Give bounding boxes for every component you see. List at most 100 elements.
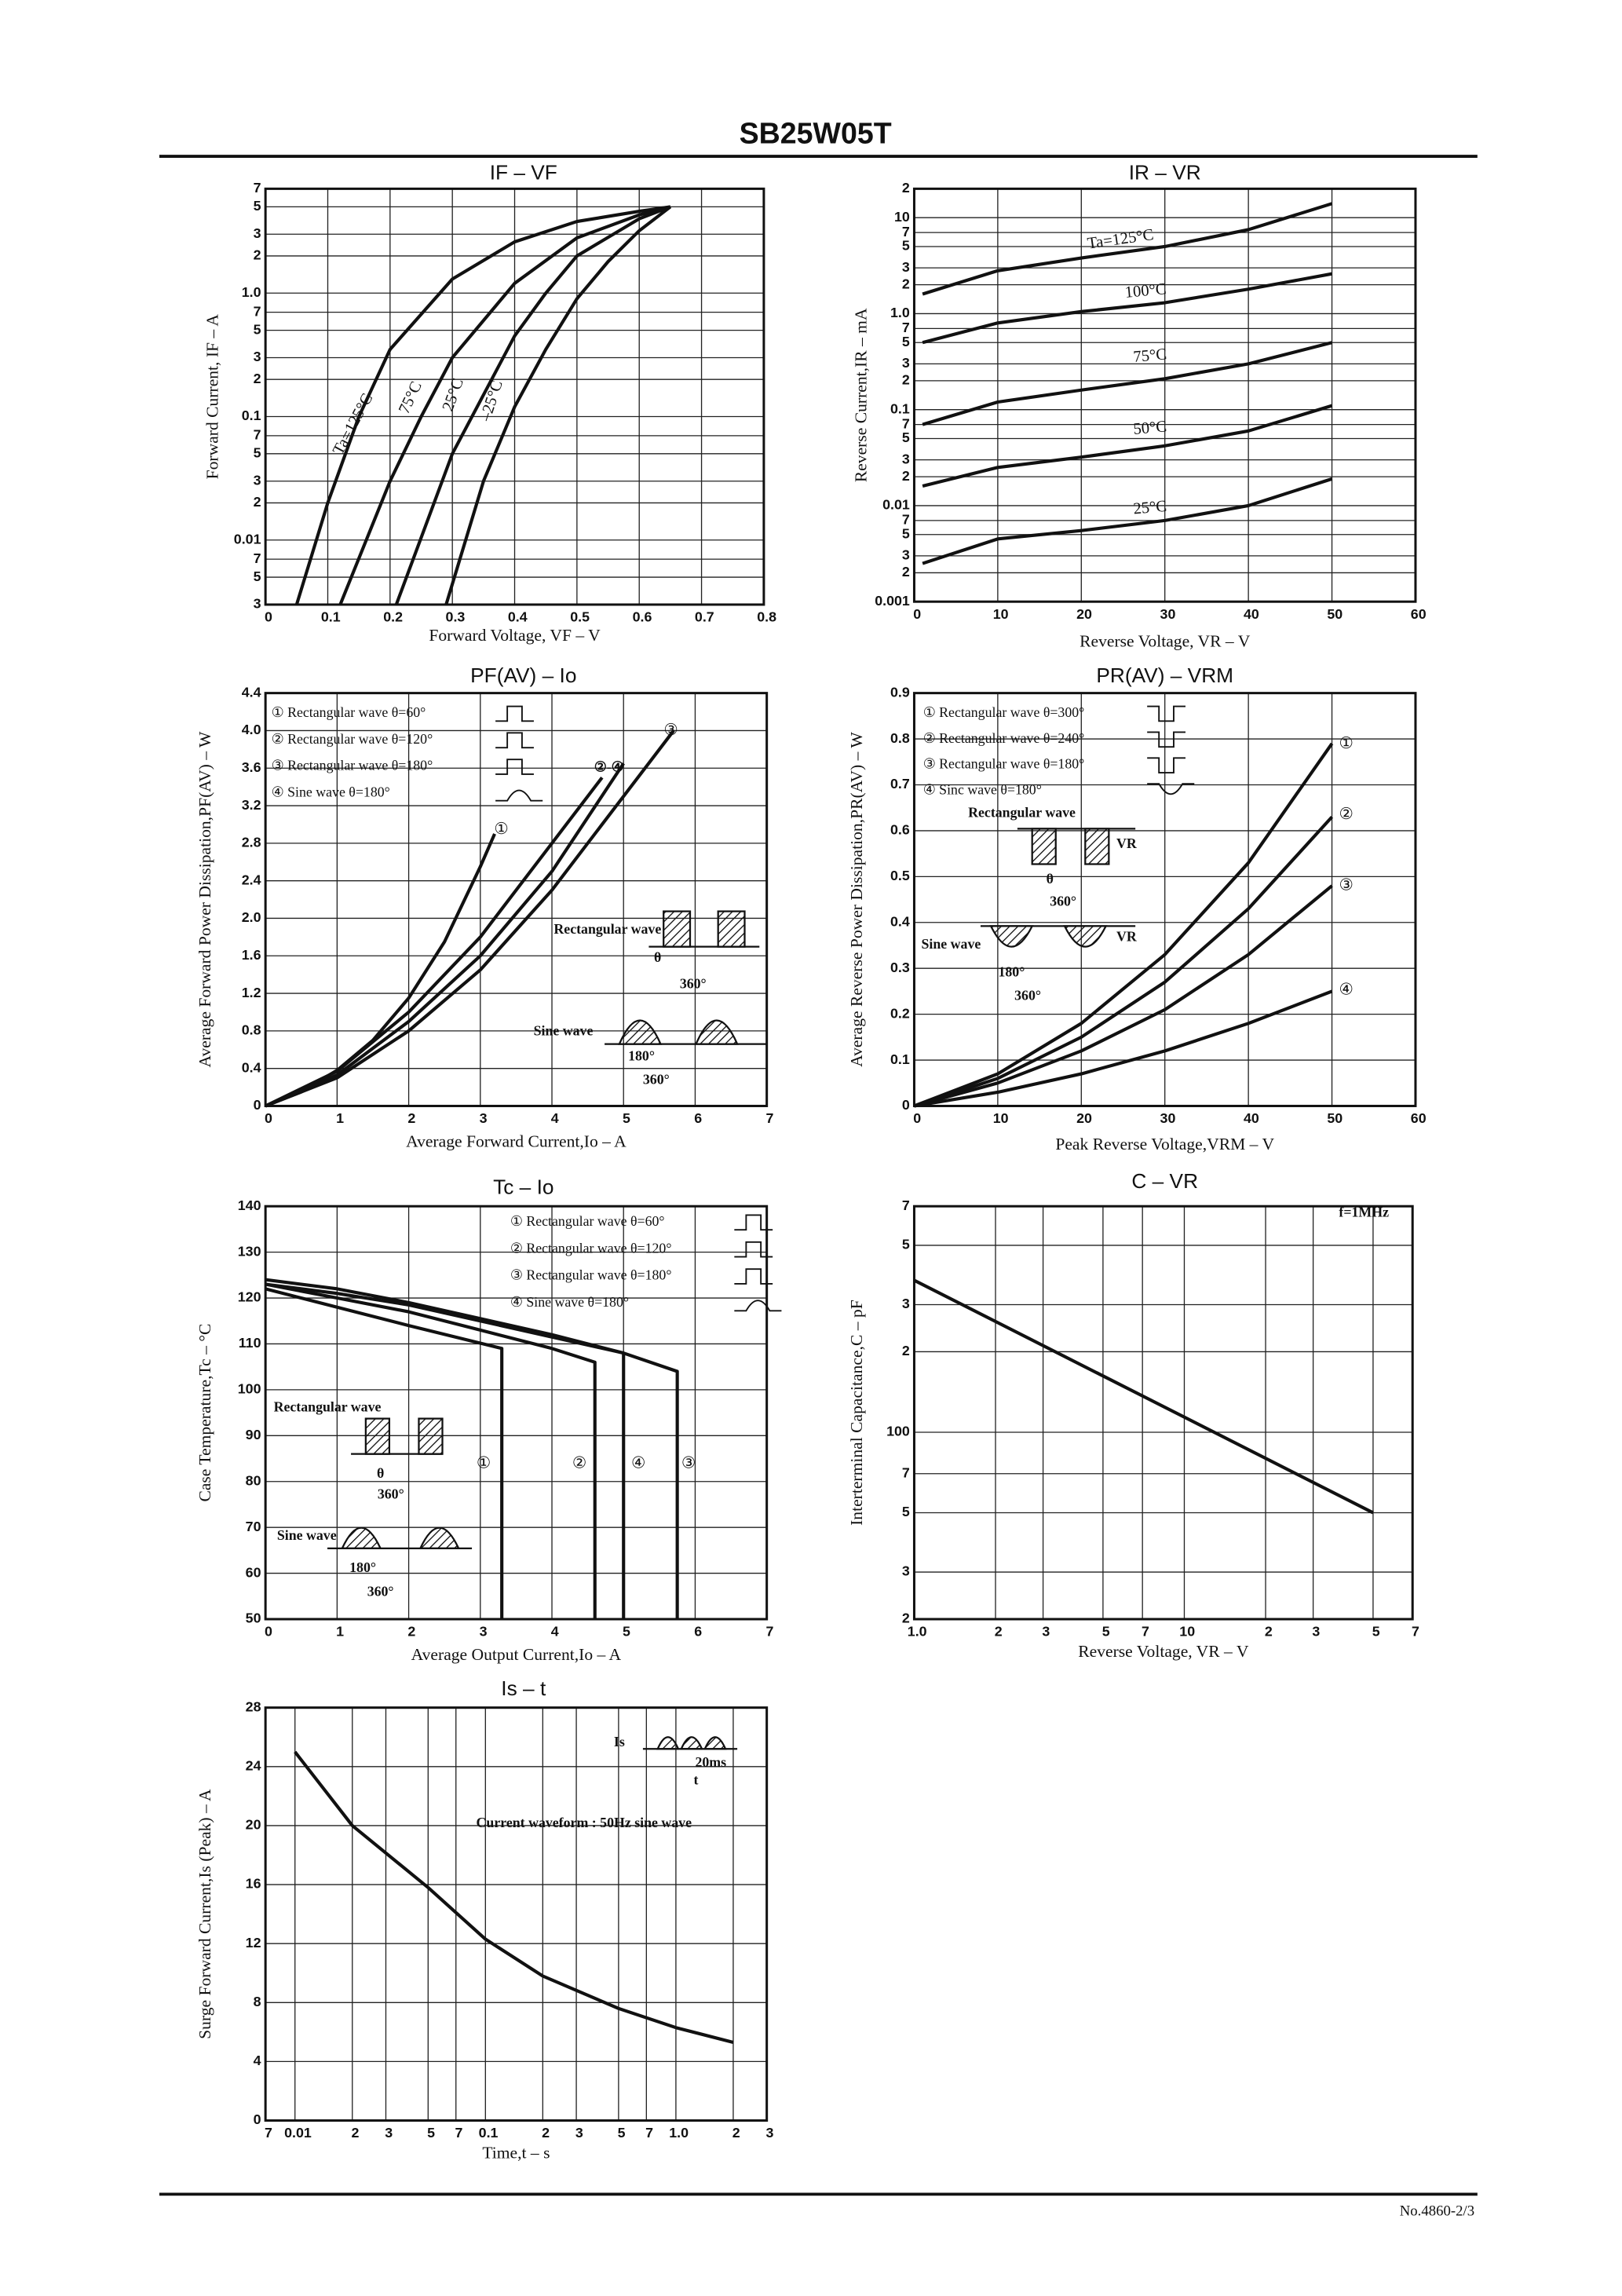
y-tick-label: 2 (254, 247, 261, 263)
page-title: SB25W05T (740, 117, 892, 150)
plot-area (914, 1206, 1413, 1620)
y-tick-label: 3 (254, 596, 261, 612)
x-tick-label: 5 (427, 2125, 435, 2141)
y-tick-label: 20 (246, 1817, 261, 1833)
curve (265, 729, 675, 1108)
y-tick-label: 2 (902, 564, 910, 579)
annotation: Rectangular wave (553, 921, 661, 937)
y-tick-label: 4.0 (242, 722, 261, 737)
plot-frame (264, 1205, 769, 1621)
y-tick-label: 1.0 (890, 305, 910, 320)
curve-label: ④ (631, 1455, 646, 1472)
curve-label: ③ (1339, 876, 1353, 894)
curve-name: 100°C (1124, 280, 1167, 302)
y-tick-label: 24 (246, 1758, 261, 1774)
x-tick-label: 3 (765, 2125, 773, 2141)
annotation: VR (1116, 835, 1138, 851)
annotation: Sine wave (922, 936, 981, 952)
y-tick-label: 3 (254, 349, 261, 364)
x-tick-label: 10 (993, 606, 1009, 622)
y-tick-label: 100 (238, 1381, 261, 1397)
x-axis-label: Reverse Voltage, VR – V (1078, 1642, 1249, 1661)
x-tick-label: 2 (732, 2125, 740, 2141)
waveform-hump (618, 1019, 663, 1045)
waveform-hump (1063, 925, 1108, 948)
x-tick-label: 5 (618, 2125, 626, 2141)
curve-label: ③ (681, 1455, 696, 1472)
curve-label: ② (572, 1455, 587, 1472)
legend-entry: ③ Rectangular wave θ=180° (923, 756, 1085, 772)
y-tick-label: 0.7 (890, 776, 910, 792)
y-tick-label: 7 (902, 512, 910, 528)
page-number: No.4860-2/3 (1400, 2203, 1474, 2219)
legend-entry: ① Rectangular wave θ=60° (272, 704, 426, 720)
y-tick-label: 2 (254, 494, 261, 510)
curve (265, 1282, 626, 1620)
x-axis-label: Average Output Current,Io – A (411, 1645, 622, 1664)
x-tick-label: 1 (336, 1624, 344, 1640)
legend-wave-icon (734, 1214, 773, 1231)
y-tick-label: 50 (246, 1610, 261, 1626)
curve (394, 205, 671, 605)
y-tick-label: 2 (902, 276, 910, 291)
curve (913, 816, 1334, 1108)
curve (265, 1287, 504, 1620)
legend-entry: ② Rectangular wave θ=120° (510, 1240, 672, 1256)
annotation: VR (1116, 928, 1138, 944)
legend-entry: ③ Rectangular wave θ=180° (272, 758, 433, 773)
x-tick-label: 0 (265, 609, 272, 625)
x-tick-label: 20 (1076, 606, 1092, 622)
y-tick-label: 7 (254, 427, 261, 443)
curve (913, 742, 1334, 1108)
legend-wave-icon (495, 759, 534, 775)
y-tick-label: 4 (254, 2053, 261, 2068)
curve-name: 25°C (1133, 498, 1167, 518)
legend-entry: ④ Sine wave θ=180° (510, 1294, 629, 1310)
y-tick-label: 7 (254, 180, 261, 196)
legend-entry: ② Rectangular wave θ=120° (272, 731, 433, 747)
y-tick-label: 3 (902, 1296, 910, 1311)
y-tick-label: 2 (902, 1343, 910, 1358)
legend-entry: ① Rectangular wave θ=60° (510, 1213, 665, 1229)
y-tick-label: 28 (246, 1698, 261, 1714)
annotation: 180° (998, 964, 1025, 980)
x-tick-label: 0.3 (446, 609, 466, 625)
legend-entry: ③ Rectangular wave θ=180° (510, 1267, 672, 1283)
y-axis-label: Reverse Current,IR – mA (852, 308, 871, 482)
x-tick-label: 2 (407, 1110, 415, 1126)
y-tick-label: 7 (902, 415, 910, 431)
x-tick-label: 7 (765, 1110, 773, 1126)
y-tick-label: 0 (902, 1097, 910, 1113)
curve (294, 205, 671, 605)
y-tick-label: 120 (238, 1289, 261, 1305)
chart-title: PR(AV) – VRM (1096, 664, 1233, 687)
y-tick-label: 5 (902, 238, 910, 254)
plot-frame (912, 187, 1417, 603)
plot-frame (264, 1706, 769, 2122)
x-tick-label: 3 (480, 1624, 488, 1640)
y-tick-label: 16 (246, 1876, 261, 1892)
annotation: ②-④ (594, 759, 624, 775)
waveform-hump (694, 1019, 739, 1045)
curve-label: ① (1339, 735, 1353, 752)
x-tick-label: 3 (385, 2125, 393, 2141)
y-tick-label: 2 (254, 371, 261, 386)
x-axis-label: Forward Voltage, VF – V (429, 626, 601, 645)
curve (913, 1278, 1374, 1515)
plot-frame (264, 187, 765, 606)
legend-entry: ② Rectangular wave θ=240° (923, 730, 1085, 746)
curve-name: 75°C (1133, 345, 1167, 366)
x-tick-label: 7 (645, 2125, 653, 2141)
y-tick-label: 110 (239, 1335, 261, 1351)
y-tick-label: 3 (254, 225, 261, 241)
annotation: Is (614, 1734, 625, 1749)
y-tick-label: 80 (246, 1472, 261, 1488)
y-axis-label: Interterminal Capacitance,C – pF (847, 1300, 866, 1526)
legend-wave-icon (495, 789, 543, 802)
y-tick-label: 3.2 (242, 797, 261, 813)
y-tick-label: 0.3 (890, 960, 910, 975)
x-axis-label: Time,t – s (482, 2144, 550, 2163)
y-tick-label: 5 (254, 569, 261, 584)
y-tick-label: 0.01 (234, 531, 261, 547)
x-tick-label: 3 (1312, 1624, 1320, 1640)
